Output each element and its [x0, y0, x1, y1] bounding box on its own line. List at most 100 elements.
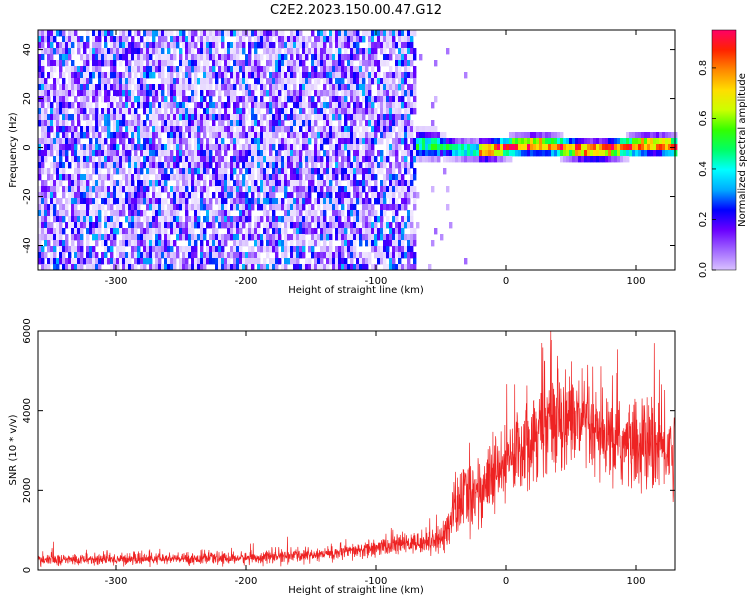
heat-cell — [110, 210, 114, 217]
heat-cell — [392, 210, 396, 217]
heat-cell — [269, 48, 273, 55]
heat-cell — [197, 132, 201, 139]
heat-cell — [179, 168, 183, 175]
heat-cell — [86, 168, 90, 175]
heat-cell — [569, 156, 573, 163]
heat-cell — [362, 84, 366, 91]
heat-cell — [62, 150, 66, 157]
heat-cell — [218, 108, 222, 115]
colorbar-tick-label: 0.6 — [698, 110, 709, 126]
heat-cell — [410, 216, 414, 223]
heat-cell — [452, 138, 456, 145]
heat-cell — [182, 84, 186, 91]
heat-cell — [50, 150, 54, 157]
heat-cell — [644, 132, 648, 139]
heat-cell — [284, 228, 288, 235]
heat-cell — [503, 138, 507, 145]
heat-cell — [125, 36, 129, 43]
heat-cell — [92, 66, 96, 73]
heat-cell — [248, 66, 252, 73]
heat-cell — [53, 258, 57, 265]
heat-cell — [413, 102, 417, 109]
heat-cell — [155, 222, 159, 229]
heat-cell — [137, 54, 141, 61]
heat-cell — [137, 210, 141, 217]
heat-cell — [152, 246, 156, 253]
heat-cell — [278, 78, 282, 85]
heat-cell — [356, 162, 360, 169]
heat-cell — [149, 138, 153, 145]
heat-cell — [347, 186, 351, 193]
heat-cell — [362, 60, 366, 67]
heat-cell — [152, 96, 156, 103]
heat-cell — [338, 192, 342, 199]
heat-cell — [230, 84, 234, 91]
heat-cell — [272, 48, 276, 55]
heat-cell — [305, 156, 309, 163]
heat-cell — [74, 138, 78, 145]
heat-cell — [551, 144, 555, 151]
heat-cell — [218, 252, 222, 259]
heat-cell — [647, 138, 651, 145]
heat-cell — [560, 138, 564, 145]
heat-cell — [38, 222, 42, 229]
heat-cell — [326, 54, 330, 61]
heat-cell — [110, 198, 114, 205]
heat-cell — [371, 30, 375, 37]
heat-cell — [194, 30, 198, 37]
heat-cell — [437, 144, 441, 151]
heat-cell — [296, 150, 300, 157]
heat-cell — [224, 204, 228, 211]
heat-cell — [203, 42, 207, 49]
heat-cell — [206, 168, 210, 175]
heat-cell — [362, 186, 366, 193]
heat-cell — [281, 138, 285, 145]
heat-cell — [380, 42, 384, 49]
heat-cell — [170, 162, 174, 169]
heat-cell — [329, 90, 333, 97]
heat-cell — [89, 264, 93, 271]
heat-cell — [167, 102, 171, 109]
heat-cell — [215, 84, 219, 91]
heat-cell — [38, 120, 42, 127]
heat-cell — [437, 150, 441, 157]
heat-cell — [131, 102, 135, 109]
heat-cell — [317, 72, 321, 79]
heat-cell — [392, 150, 396, 157]
heat-cell — [149, 102, 153, 109]
heat-cell — [407, 264, 411, 271]
heat-cell — [74, 168, 78, 175]
heat-cell — [395, 234, 399, 241]
heat-cell — [74, 192, 78, 199]
heat-cell — [293, 96, 297, 103]
heat-cell — [158, 168, 162, 175]
heat-cell — [188, 84, 192, 91]
heat-cell — [278, 258, 282, 265]
heat-cell — [257, 252, 261, 259]
heat-cell — [386, 54, 390, 61]
heat-cell — [284, 216, 288, 223]
heat-cell — [101, 180, 105, 187]
heat-cell — [335, 174, 339, 181]
heat-cell — [398, 240, 402, 247]
heat-cell — [188, 204, 192, 211]
heat-cell — [71, 114, 75, 121]
heat-cell — [293, 84, 297, 91]
heat-cell — [152, 180, 156, 187]
heat-cell — [218, 240, 222, 247]
heat-cell — [278, 42, 282, 49]
heat-cell — [299, 108, 303, 115]
heat-cell — [224, 210, 228, 217]
heat-cell — [248, 222, 252, 229]
heat-cell — [581, 156, 585, 163]
heat-cell — [347, 240, 351, 247]
heat-cell — [281, 168, 285, 175]
heat-cell — [332, 54, 336, 61]
heat-cell — [143, 180, 147, 187]
heat-cell — [167, 258, 171, 265]
heat-cell — [356, 48, 360, 55]
heat-cell — [239, 180, 243, 187]
heat-cell — [152, 120, 156, 127]
heat-cell — [179, 30, 183, 37]
heat-cell — [50, 138, 54, 145]
